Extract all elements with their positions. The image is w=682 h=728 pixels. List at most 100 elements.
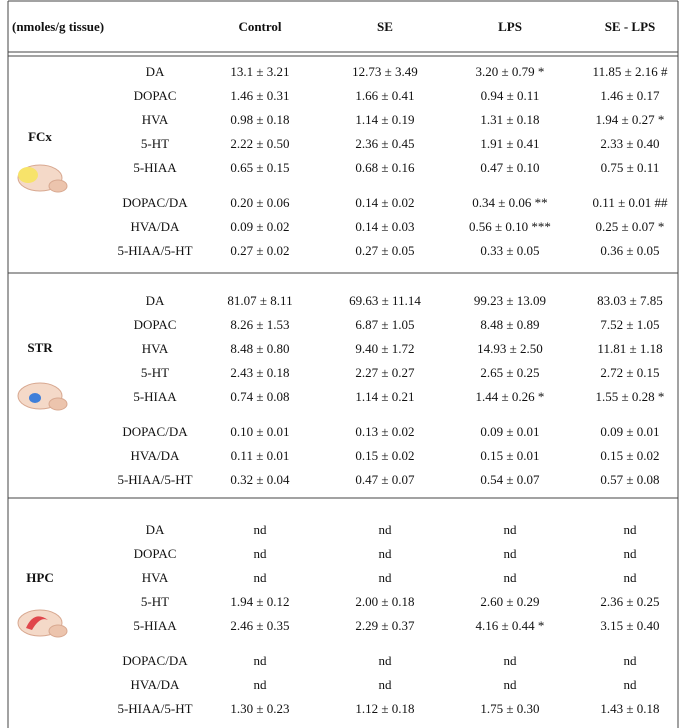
cell: 11.85 ± 2.16 # [593, 64, 668, 79]
cell: nd [379, 546, 393, 561]
cell: 1.31 ± 0.18 [480, 112, 539, 127]
row-label: HVA/DA [131, 219, 180, 234]
cell: 4.16 ± 0.44 * [476, 618, 545, 633]
row-label: 5-HIAA/5-HT [117, 701, 192, 716]
cell: 1.94 ± 0.27 * [596, 112, 665, 127]
cell: 2.29 ± 0.37 [355, 618, 415, 633]
row-label: 5-HT [141, 594, 169, 609]
cell: 12.73 ± 3.49 [352, 64, 418, 79]
row-label: 5-HT [141, 365, 169, 380]
row-label: DOPAC [134, 88, 177, 103]
cell: nd [624, 653, 638, 668]
row-label: DOPAC/DA [122, 424, 188, 439]
cell: nd [504, 546, 518, 561]
cell: nd [254, 653, 268, 668]
cell: 6.87 ± 1.05 [355, 317, 414, 332]
cell: 0.33 ± 0.05 [480, 243, 539, 258]
cell: 8.48 ± 0.89 [480, 317, 539, 332]
cell: 1.30 ± 0.23 [230, 701, 289, 716]
cell: 1.75 ± 0.30 [480, 701, 539, 716]
row-label: 5-HIAA/5-HT [117, 243, 192, 258]
cell: 81.07 ± 8.11 [227, 293, 292, 308]
cell: nd [504, 677, 518, 692]
cell: 0.47 ± 0.07 [355, 472, 415, 487]
cell: 0.98 ± 0.18 [230, 112, 289, 127]
cell: 2.36 ± 0.25 [600, 594, 659, 609]
cell: nd [624, 522, 638, 537]
cell: 1.66 ± 0.41 [355, 88, 414, 103]
cell: 1.46 ± 0.31 [230, 88, 289, 103]
cell: 0.68 ± 0.16 [355, 160, 415, 175]
header-cell: (nmoles/g tissue) [12, 19, 104, 34]
cell: 1.12 ± 0.18 [355, 701, 414, 716]
cell: 0.25 ± 0.07 * [596, 219, 665, 234]
row-label: 5-HIAA [133, 389, 177, 404]
cell: nd [254, 546, 268, 561]
row-label: DOPAC [134, 317, 177, 332]
cell: 0.75 ± 0.11 [601, 160, 660, 175]
cell: nd [379, 570, 393, 585]
row-label: 5-HIAA/5-HT [117, 472, 192, 487]
row-label: HVA/DA [131, 677, 180, 692]
cell: 0.94 ± 0.11 [481, 88, 540, 103]
cell: 1.46 ± 0.17 [600, 88, 660, 103]
cell: 0.56 ± 0.10 *** [469, 219, 551, 234]
brain-icon [17, 164, 68, 193]
cell: 2.43 ± 0.18 [230, 365, 289, 380]
cell: 1.43 ± 0.18 [600, 701, 659, 716]
cell: 0.09 ± 0.01 [480, 424, 539, 439]
brain-icon [17, 609, 68, 638]
cell: 2.46 ± 0.35 [230, 618, 289, 633]
cell: 7.52 ± 1.05 [600, 317, 659, 332]
cell: 0.34 ± 0.06 ** [472, 195, 547, 210]
section-label: FCx [28, 129, 52, 144]
cell: 1.91 ± 0.41 [480, 136, 539, 151]
cell: 0.14 ± 0.02 [355, 195, 414, 210]
cell: nd [379, 677, 393, 692]
row-label: HVA [142, 570, 169, 585]
row-label: HVA [142, 341, 169, 356]
row-label: 5-HIAA [133, 160, 177, 175]
cell: 2.27 ± 0.27 [355, 365, 415, 380]
cell: 2.60 ± 0.29 [480, 594, 539, 609]
cell: 0.36 ± 0.05 [600, 243, 659, 258]
cell: 8.48 ± 0.80 [230, 341, 289, 356]
header-cell: SE [377, 19, 393, 34]
cell: 83.03 ± 7.85 [597, 293, 663, 308]
cell: 0.11 ± 0.01 [231, 448, 290, 463]
row-label: DOPAC/DA [122, 653, 188, 668]
header-cell: LPS [498, 19, 522, 34]
cell: 2.65 ± 0.25 [480, 365, 539, 380]
cell: 0.32 ± 0.04 [230, 472, 290, 487]
cell: nd [254, 677, 268, 692]
cell: 0.47 ± 0.10 [480, 160, 539, 175]
brain-icon [17, 382, 68, 411]
cell: 3.20 ± 0.79 * [476, 64, 545, 79]
cell: nd [254, 570, 268, 585]
cell: nd [379, 522, 393, 537]
header-cell: SE - LPS [605, 19, 656, 34]
cell: 1.14 ± 0.21 [355, 389, 414, 404]
cell: 99.23 ± 13.09 [474, 293, 546, 308]
section-label: STR [27, 340, 53, 355]
cell: nd [379, 653, 393, 668]
cell: 1.55 ± 0.28 * [596, 389, 665, 404]
cell: 0.15 ± 0.02 [600, 448, 659, 463]
cell: 0.27 ± 0.05 [355, 243, 414, 258]
cell: nd [624, 570, 638, 585]
row-label: DA [146, 64, 165, 79]
cell: 2.22 ± 0.50 [230, 136, 289, 151]
cell: 0.65 ± 0.15 [230, 160, 289, 175]
row-label: HVA [142, 112, 169, 127]
cell: nd [624, 677, 638, 692]
cell: 0.10 ± 0.01 [230, 424, 289, 439]
cell: 2.72 ± 0.15 [600, 365, 659, 380]
row-label: DA [146, 293, 165, 308]
cell: 1.44 ± 0.26 * [476, 389, 545, 404]
cell: 0.11 ± 0.01 ## [593, 195, 668, 210]
row-label: DOPAC/DA [122, 195, 188, 210]
cell: 1.94 ± 0.12 [230, 594, 289, 609]
cell: 3.15 ± 0.40 [600, 618, 659, 633]
row-label: HVA/DA [131, 448, 180, 463]
